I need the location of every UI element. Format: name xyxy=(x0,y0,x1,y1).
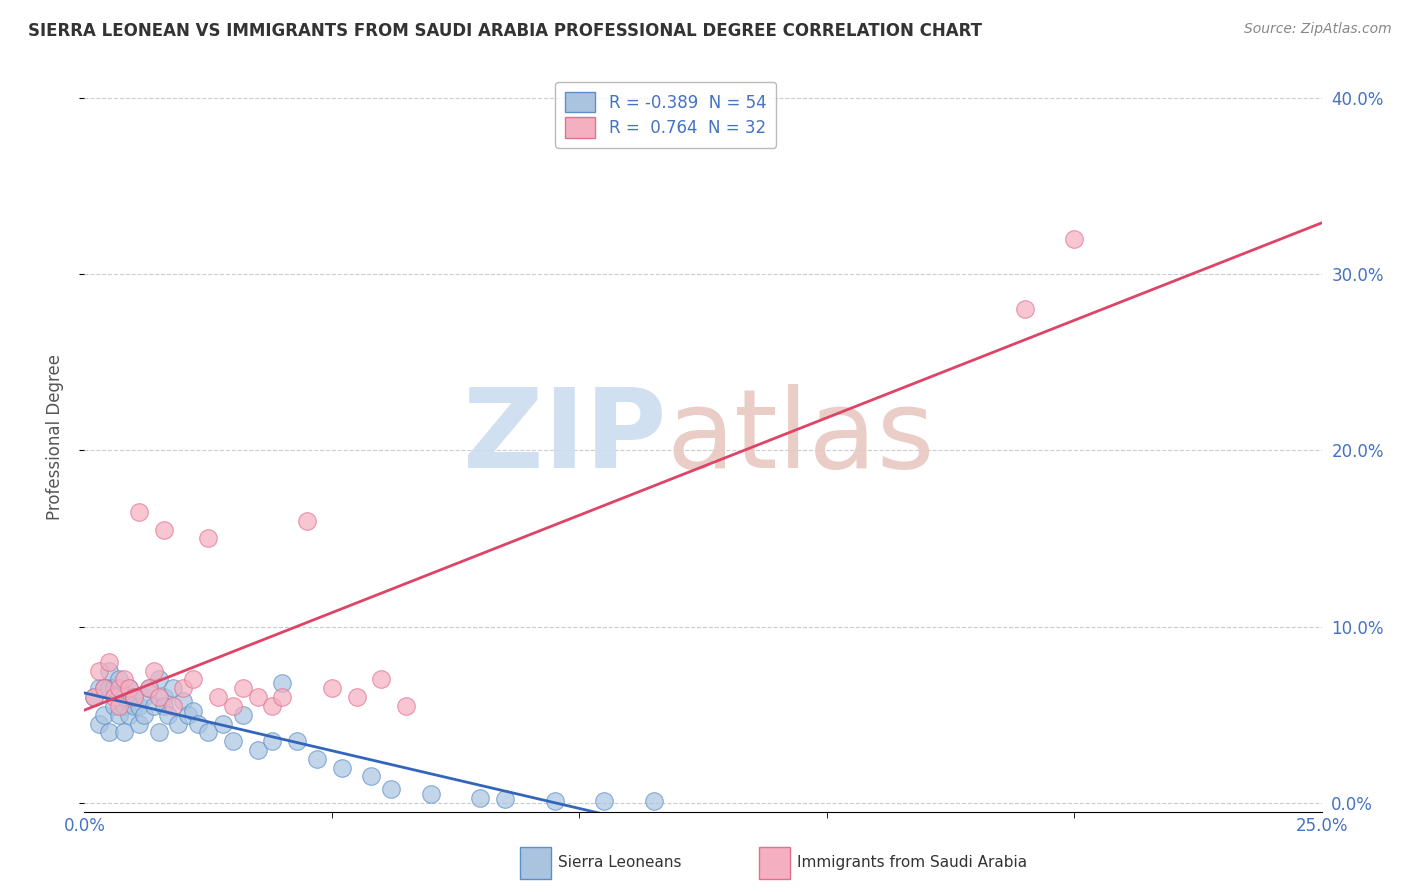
Point xyxy=(148,673,170,687)
Point xyxy=(380,781,402,796)
Text: atlas: atlas xyxy=(666,384,935,491)
Y-axis label: Professional Degree: Professional Degree xyxy=(45,354,63,520)
Point xyxy=(118,681,141,696)
Point xyxy=(152,690,174,705)
Point xyxy=(152,698,174,713)
Point xyxy=(128,505,150,519)
Point xyxy=(148,725,170,739)
Point xyxy=(197,532,219,546)
Point xyxy=(643,794,665,808)
Point xyxy=(181,704,204,718)
Point xyxy=(167,716,190,731)
Point xyxy=(212,716,235,731)
Point xyxy=(172,693,194,707)
Point xyxy=(360,769,382,783)
Point xyxy=(152,523,174,537)
Text: Source: ZipAtlas.com: Source: ZipAtlas.com xyxy=(1244,22,1392,37)
Point xyxy=(112,690,135,705)
Point xyxy=(118,707,141,722)
Point xyxy=(112,725,135,739)
Point xyxy=(89,681,111,696)
Point xyxy=(232,681,254,696)
Point xyxy=(93,707,115,722)
Point xyxy=(207,690,229,705)
Point xyxy=(98,655,121,669)
Point xyxy=(222,734,245,748)
Point xyxy=(271,676,294,690)
Point xyxy=(1014,302,1036,317)
Point xyxy=(232,707,254,722)
Point xyxy=(543,794,565,808)
Point xyxy=(246,690,269,705)
Point xyxy=(162,698,184,713)
Text: ZIP: ZIP xyxy=(463,384,666,491)
Point xyxy=(419,787,441,801)
Point xyxy=(89,716,111,731)
Point xyxy=(93,681,115,696)
Point xyxy=(128,698,150,713)
Point xyxy=(181,673,204,687)
Point xyxy=(1063,232,1085,246)
Point xyxy=(122,690,145,705)
Point xyxy=(177,707,200,722)
Point xyxy=(108,673,131,687)
Point xyxy=(132,707,155,722)
Point xyxy=(346,690,368,705)
Point xyxy=(138,681,160,696)
Point xyxy=(142,664,165,678)
Point xyxy=(395,698,418,713)
Point xyxy=(132,690,155,705)
Point xyxy=(172,681,194,696)
Point xyxy=(112,698,135,713)
Point xyxy=(112,673,135,687)
Legend: R = -0.389  N = 54, R =  0.764  N = 32: R = -0.389 N = 54, R = 0.764 N = 32 xyxy=(555,82,776,148)
Point xyxy=(148,690,170,705)
Point xyxy=(93,681,115,696)
Point xyxy=(187,716,209,731)
Point xyxy=(89,664,111,678)
Text: Sierra Leoneans: Sierra Leoneans xyxy=(558,855,682,870)
Point xyxy=(103,690,125,705)
Point xyxy=(262,698,284,713)
Point xyxy=(108,681,131,696)
Point xyxy=(321,681,343,696)
Point xyxy=(246,743,269,757)
Point xyxy=(128,716,150,731)
Point xyxy=(162,681,184,696)
Point xyxy=(108,698,131,713)
Point xyxy=(470,790,492,805)
Point xyxy=(295,514,318,528)
Point xyxy=(285,734,308,748)
Point xyxy=(330,761,353,775)
Point xyxy=(118,681,141,696)
Text: Immigrants from Saudi Arabia: Immigrants from Saudi Arabia xyxy=(797,855,1028,870)
Point xyxy=(103,681,125,696)
Point xyxy=(98,664,121,678)
Point xyxy=(593,794,616,808)
Point xyxy=(142,698,165,713)
Point xyxy=(157,707,180,722)
Point xyxy=(98,681,121,696)
Point xyxy=(98,725,121,739)
Point xyxy=(494,792,516,806)
Point xyxy=(83,690,105,705)
Point xyxy=(103,698,125,713)
Point xyxy=(370,673,392,687)
Point xyxy=(262,734,284,748)
Point xyxy=(138,681,160,696)
Point xyxy=(271,690,294,705)
Point xyxy=(122,690,145,705)
Text: SIERRA LEONEAN VS IMMIGRANTS FROM SAUDI ARABIA PROFESSIONAL DEGREE CORRELATION C: SIERRA LEONEAN VS IMMIGRANTS FROM SAUDI … xyxy=(28,22,983,40)
Point xyxy=(108,707,131,722)
Point xyxy=(83,690,105,705)
Point xyxy=(197,725,219,739)
Point xyxy=(122,698,145,713)
Point xyxy=(305,752,328,766)
Point xyxy=(222,698,245,713)
